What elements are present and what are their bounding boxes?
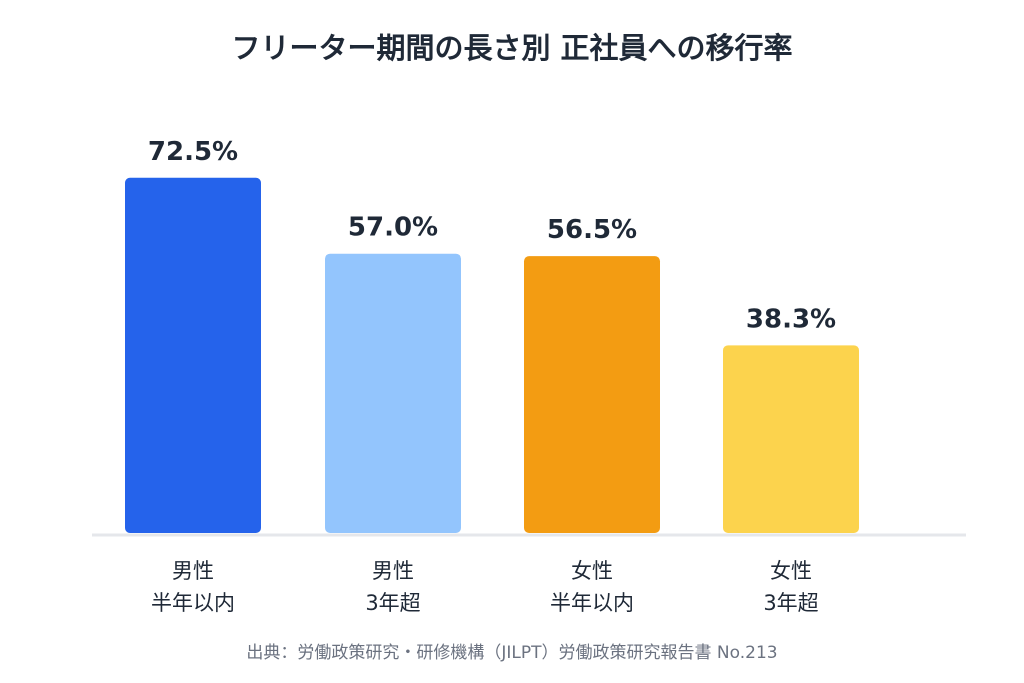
bar-0 bbox=[125, 177, 261, 533]
x-tick-label-2-line-0: 女性 bbox=[571, 559, 613, 583]
bar-2 bbox=[524, 256, 660, 533]
bars-layer bbox=[125, 177, 859, 533]
value-label-2: 56.5% bbox=[547, 215, 637, 245]
source-note: 出典：労働政策研究・研修機構（JILPT）労働政策研究報告書 No.213 bbox=[246, 643, 777, 663]
x-tick-label-3-line-1: 3年超 bbox=[763, 591, 818, 615]
x-tick-label-0-line-0: 男性 bbox=[172, 559, 214, 583]
x-tick-label-3-line-0: 女性 bbox=[770, 559, 812, 583]
x-tick-label-0-line-1: 半年以内 bbox=[151, 591, 235, 615]
value-label-1: 57.0% bbox=[348, 213, 438, 243]
chart-title: フリーター期間の長さ別 正社員への移行率 bbox=[231, 31, 792, 65]
x-tick-label-1-line-1: 3年超 bbox=[365, 591, 420, 615]
value-label-0: 72.5% bbox=[148, 137, 238, 167]
value-labels-layer: 72.5% 57.0% 56.5% 38.3% bbox=[148, 137, 836, 335]
bar-1 bbox=[325, 253, 461, 533]
x-tick-label-1-line-0: 男性 bbox=[372, 559, 414, 583]
x-tick-label-2-line-1: 半年以内 bbox=[550, 591, 634, 615]
value-label-3: 38.3% bbox=[746, 304, 836, 334]
bar-3 bbox=[723, 345, 859, 533]
